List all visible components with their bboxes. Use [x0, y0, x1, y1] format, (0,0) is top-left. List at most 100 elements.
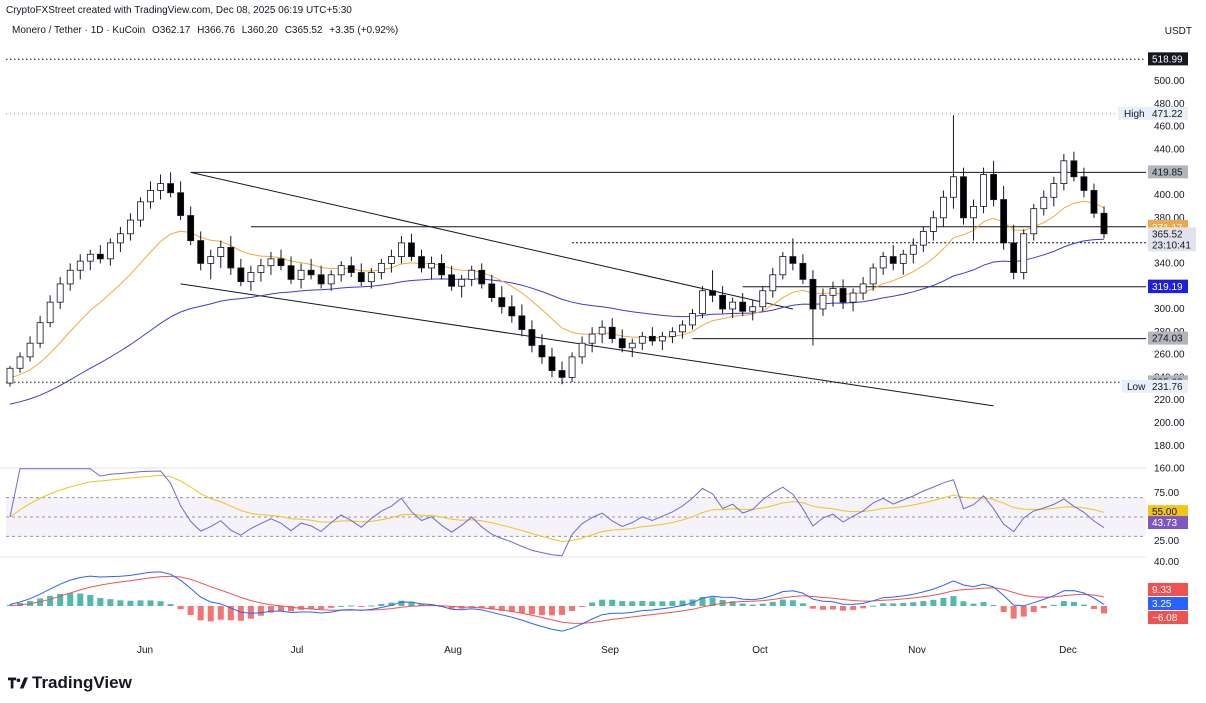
rsi-ma-line: [9, 474, 1105, 543]
macd-line: [9, 571, 1105, 632]
macd-histogram-bar: [729, 601, 736, 606]
rsi-tag: 43.73: [1152, 518, 1177, 529]
channel-lower-line: [180, 283, 994, 407]
macd-histogram-bar: [207, 606, 214, 622]
candle: [518, 315, 526, 330]
candle: [357, 272, 365, 283]
ohlc-change: +3.35 (+0.92%): [329, 25, 399, 36]
rsi-line: [9, 468, 1105, 557]
candle: [438, 262, 445, 276]
candle: [739, 301, 747, 312]
rsi-ma-tag-bg: [1148, 505, 1188, 519]
ema200-tag-bg: [1148, 280, 1188, 294]
candle: [1070, 160, 1078, 178]
candle: [468, 269, 476, 280]
candle: [408, 242, 415, 257]
macd-histogram-bar: [559, 606, 566, 615]
rsi-tag-bg: [1148, 516, 1188, 530]
macd-histogram-bar: [1000, 606, 1007, 613]
macd-histogram-bar: [749, 604, 756, 606]
candle: [217, 247, 225, 257]
y-tick-label: 260.00: [1154, 350, 1185, 361]
macd-histogram-bar: [599, 599, 606, 606]
macd-histogram-bar: [107, 599, 114, 606]
candle: [679, 324, 686, 333]
macd-tag-bg: [1148, 611, 1188, 624]
macd-histogram-bar: [739, 603, 746, 606]
candle: [237, 267, 245, 283]
y-tick-label: 160.00: [1154, 464, 1185, 475]
macd-histogram-bar: [659, 601, 666, 606]
x-tick-label: Sep: [601, 645, 619, 656]
macd-histogram-bar: [508, 606, 515, 612]
candle: [699, 290, 706, 314]
macd-histogram-bar: [840, 606, 847, 611]
candle: [1090, 190, 1098, 214]
candle: [759, 290, 767, 308]
tradingview-brand[interactable]: TradingView: [8, 673, 132, 693]
candle: [197, 240, 205, 264]
ohlc-open: O362.17: [152, 25, 191, 36]
macd-histogram-bar: [338, 605, 345, 607]
macd-histogram-bar: [498, 606, 505, 611]
candle: [327, 274, 335, 285]
macd-histogram-bar: [87, 594, 94, 606]
candle: [1080, 176, 1088, 191]
x-tick-label: Dec: [1059, 645, 1077, 656]
signal-tag: 3.25: [1152, 599, 1172, 610]
macd-histogram-bar: [890, 603, 897, 606]
candle: [789, 256, 797, 264]
high-tag-bg: [1118, 106, 1188, 120]
candle: [849, 292, 857, 303]
macd-histogram-bar: [699, 597, 706, 606]
macd-histogram-bar: [468, 606, 475, 608]
candle: [809, 278, 817, 310]
brand-name: TradingView: [32, 673, 132, 692]
y-tick-label: 440.00: [1154, 144, 1185, 155]
macd-histogram-bar: [518, 606, 525, 613]
candle: [167, 183, 174, 194]
macd-histogram-bar: [408, 601, 415, 606]
macd-histogram-bar: [478, 606, 485, 608]
candle: [1100, 212, 1108, 235]
macd-histogram-bar: [1030, 606, 1037, 613]
candle: [799, 262, 807, 280]
level-tag-bg: [1148, 52, 1188, 66]
macd-histogram-bar: [267, 606, 274, 613]
macd-histogram-bar: [1080, 604, 1087, 606]
macd-histogram-bar: [569, 606, 576, 611]
macd-histogram-bar: [167, 604, 174, 606]
y-tick-label: 200.00: [1154, 418, 1185, 429]
candle: [919, 231, 927, 246]
macd-histogram-bar: [970, 603, 977, 606]
macd-histogram-bar: [328, 606, 335, 608]
candle: [779, 256, 787, 276]
last-price-tag: 365.52: [1152, 229, 1183, 240]
candle: [879, 256, 887, 269]
macd-histogram-bar: [528, 606, 535, 615]
candle: [337, 265, 345, 276]
candle: [960, 176, 967, 219]
macd-histogram-bar: [870, 605, 877, 607]
y-tick-label: 500.00: [1154, 76, 1185, 87]
y-tick-label: 380.00: [1154, 213, 1185, 224]
candle: [66, 269, 74, 285]
candle: [277, 258, 285, 267]
symbol-name[interactable]: Monero / Tether · 1D · KuCoin: [12, 25, 146, 36]
tradingview-logo-icon: [8, 677, 28, 689]
macd-histogram-bar: [147, 600, 154, 606]
macd-histogram-bar: [639, 600, 646, 606]
candle: [227, 247, 235, 269]
macd-histogram-bar: [157, 601, 164, 606]
ohlc-close: C365.52: [284, 25, 323, 36]
candle: [428, 262, 435, 269]
candle: [749, 306, 757, 312]
level-tag: 518.99: [1152, 54, 1183, 65]
candle: [1000, 199, 1008, 244]
candle: [498, 297, 506, 308]
macd-histogram-bar: [398, 600, 405, 606]
candle: [628, 342, 636, 349]
candle: [56, 283, 64, 303]
macd-histogram-bar: [277, 606, 285, 612]
